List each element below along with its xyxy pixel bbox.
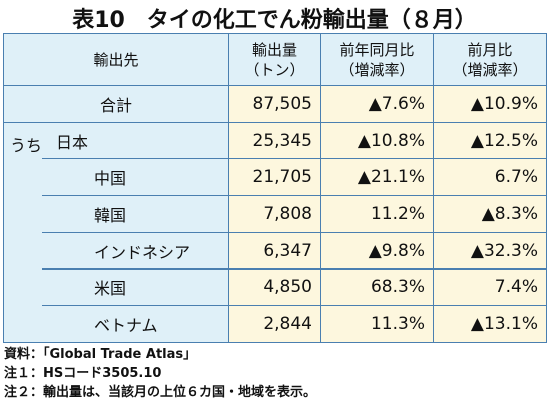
value-cell: 21,705	[228, 158, 321, 197]
value-cell: 7.4%	[433, 268, 547, 307]
value-cell: ▲12.5%	[433, 121, 547, 160]
row-label: インドネシア	[42, 231, 229, 270]
value-cell: 6,347	[228, 231, 321, 270]
note: 注１：HSコード3505.10	[4, 366, 162, 381]
header-cell: 輸出量 （トン）	[228, 33, 321, 86]
note: 資料：「Global Trade Atlas」	[4, 347, 197, 362]
table-title: 表10 タイの化工でん粉輸出量（８月）	[72, 8, 477, 33]
value-cell: ▲8.3%	[433, 195, 547, 233]
value-cell: 87,505	[228, 85, 321, 123]
sub-label: うち	[3, 121, 43, 343]
value-cell: ▲7.6%	[320, 85, 434, 123]
value-cell: 25,345	[228, 121, 321, 160]
row-label: 米国	[42, 268, 229, 307]
value-cell: ▲32.3%	[433, 231, 547, 270]
value-cell: 6.7%	[433, 158, 547, 197]
value-cell: ▲13.1%	[433, 305, 547, 343]
value-cell: 2,844	[228, 305, 321, 343]
value-cell: ▲21.1%	[320, 158, 434, 197]
header-cell: 前年同月比 （増減率）	[320, 33, 434, 86]
value-cell: ▲9.8%	[320, 231, 434, 270]
row-label: 韓国	[42, 195, 229, 233]
row-label: ベトナム	[42, 305, 229, 343]
value-cell: ▲10.8%	[320, 121, 434, 160]
value-cell: 68.3%	[320, 268, 434, 307]
note: 注２：輸出量は、当該月の上位６カ国・地域を表示。	[4, 385, 317, 400]
value-cell: 7,808	[228, 195, 321, 233]
value-cell: 11.2%	[320, 195, 434, 233]
row-label: 日本	[42, 121, 229, 160]
row-label: 合計	[3, 85, 229, 123]
header-cell: 前月比 （増減率）	[433, 33, 547, 86]
value-cell: ▲10.9%	[433, 85, 547, 123]
header-cell: 輸出先	[3, 33, 229, 86]
row-label: 中国	[42, 158, 229, 197]
value-cell: 11.3%	[320, 305, 434, 343]
value-cell: 4,850	[228, 268, 321, 307]
